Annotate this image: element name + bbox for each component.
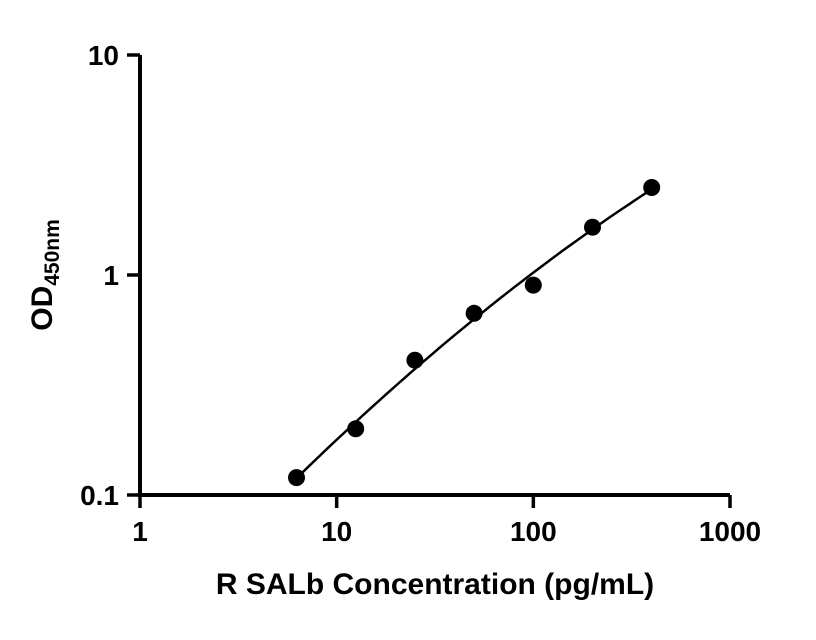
y-axis-label: OD450nm [26, 219, 64, 331]
x-tick-label: 100 [510, 516, 557, 547]
y-tick-label: 10 [88, 40, 119, 71]
x-tick-label: 1 [132, 516, 148, 547]
data-point [406, 351, 424, 369]
data-point [524, 276, 542, 294]
data-point [643, 179, 661, 196]
axes [138, 55, 730, 497]
x-tick-label: 1000 [699, 516, 761, 547]
y-axis-label-sub: 450nm [41, 219, 64, 286]
data-point [465, 304, 483, 322]
plot-area: 1 10 100 1000 0.1 1 10 [80, 40, 761, 547]
x-axis-label: R SALb Concentration (pg/mL) [216, 568, 654, 601]
y-axis-label-main: OD [26, 286, 59, 331]
data-point [584, 218, 601, 236]
y-tick-label: 0.1 [80, 480, 119, 511]
y-tick-label: 1 [103, 260, 119, 291]
x-tick-label: 10 [321, 516, 352, 547]
data-point [288, 469, 305, 487]
data-point [347, 420, 365, 438]
